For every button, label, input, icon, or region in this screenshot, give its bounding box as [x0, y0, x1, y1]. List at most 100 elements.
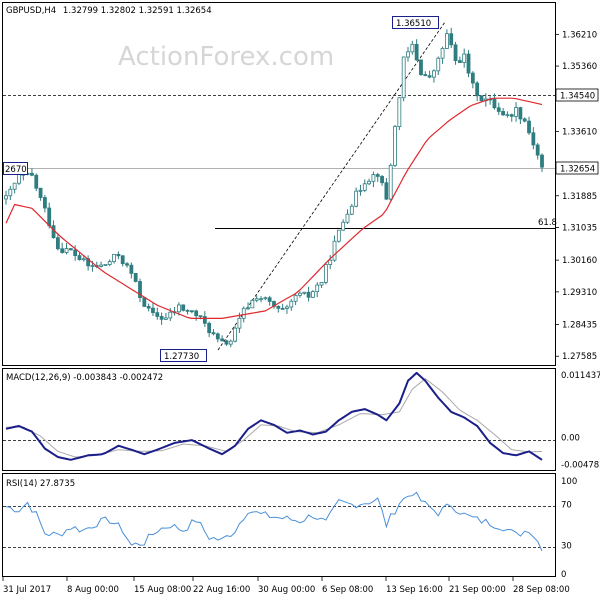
symbol-label: GBPUSD,H4: [6, 6, 56, 16]
fib-label: 61.8: [538, 218, 557, 228]
rsi-line: [5, 491, 543, 552]
rsi-tick-label: 30: [561, 541, 572, 551]
candle: [224, 339, 229, 346]
candle: [492, 93, 497, 110]
candle-body: [501, 111, 505, 116]
candle-body: [440, 48, 445, 59]
current-axis-tag: 1.32654: [555, 161, 599, 175]
candle: [496, 102, 501, 115]
candle: [146, 303, 151, 312]
candle: [423, 71, 428, 77]
price-tick-label: 1.36210: [562, 30, 597, 40]
candle-body: [336, 229, 341, 242]
candle-body: [155, 312, 160, 317]
candle-body: [263, 297, 268, 300]
candle-body: [207, 322, 212, 334]
candle-body: [332, 240, 337, 261]
candle: [155, 307, 160, 320]
candle: [211, 329, 216, 336]
candle-body: [177, 304, 181, 313]
candle-body: [77, 255, 82, 261]
rsi-panel-frame: [2, 473, 556, 577]
candle: [34, 173, 39, 192]
candle: [228, 339, 233, 348]
candle: [237, 312, 242, 333]
candle: [505, 111, 510, 118]
candle-body: [384, 182, 389, 200]
candle: [406, 47, 410, 62]
candle: [393, 124, 397, 167]
candle-body: [228, 340, 233, 345]
candle: [107, 259, 112, 267]
candle-body: [302, 291, 307, 294]
candle: [250, 299, 255, 309]
candle-body: [107, 261, 112, 265]
candle-body: [103, 264, 108, 266]
candle-body: [90, 265, 95, 267]
candle: [246, 302, 250, 311]
candle: [522, 117, 527, 123]
rsi-tick-label: 70: [561, 501, 572, 511]
candle-body: [129, 264, 134, 274]
candle-body: [289, 300, 294, 308]
candle: [332, 235, 337, 262]
candle: [514, 102, 518, 122]
candle: [99, 261, 103, 268]
candle-body: [189, 310, 194, 313]
candle: [60, 242, 65, 254]
candle-body: [34, 174, 39, 189]
candle: [371, 171, 376, 188]
candle: [462, 48, 467, 68]
candle: [531, 127, 536, 150]
candle-body: [64, 248, 69, 253]
candle-body: [181, 304, 186, 311]
candle-body: [159, 316, 164, 320]
candle: [293, 293, 298, 306]
macd-panel-frame: [2, 368, 556, 471]
candle-body: [449, 33, 454, 46]
candle-body: [224, 340, 229, 345]
candle-body: [393, 126, 397, 166]
candle: [527, 116, 531, 135]
candle: [202, 311, 207, 328]
time-tick-label: 22 Aug 16:00: [193, 585, 250, 595]
resistance-axis-tag: 1.34540: [555, 88, 599, 102]
price-tick-label: 1.28435: [562, 321, 597, 331]
time-tick-label: 15 Aug 08:00: [134, 585, 191, 595]
candle-body: [362, 183, 367, 191]
candle-body: [496, 107, 501, 112]
candle-body: [470, 72, 475, 84]
macd-layer: [5, 371, 543, 461]
candle-body: [414, 43, 419, 61]
candle-body: [358, 189, 363, 192]
candle-body: [30, 172, 34, 176]
trend-dashed-line: [217, 21, 446, 351]
candle-body: [138, 281, 142, 299]
macd-axis: 0.011437 0.00 -0.004782: [561, 371, 600, 470]
candle-body: [298, 292, 302, 296]
candle-body: [168, 311, 173, 319]
candle-body: [120, 255, 125, 265]
candle-body: [4, 195, 8, 200]
candle-body: [60, 248, 65, 253]
candle: [177, 302, 181, 316]
macd-line: [5, 371, 543, 461]
candle-body: [410, 43, 415, 53]
candle: [466, 50, 471, 78]
time-tick-label: 8 Aug 00:00: [67, 585, 119, 595]
candle-body: [285, 306, 289, 309]
candle: [449, 27, 454, 49]
candle-body: [311, 291, 315, 298]
candle-body: [73, 249, 78, 256]
candle: [285, 304, 289, 314]
candle: [43, 194, 47, 213]
high-annotation: 1.36510: [392, 16, 439, 29]
rsi-tick-label: 0: [561, 570, 566, 580]
candle: [276, 305, 281, 313]
candle-body: [99, 264, 103, 267]
candle: [220, 335, 225, 342]
candle-body: [371, 174, 376, 182]
candle-body: [401, 56, 406, 99]
candle-body: [47, 207, 52, 227]
candle-body: [280, 307, 285, 310]
